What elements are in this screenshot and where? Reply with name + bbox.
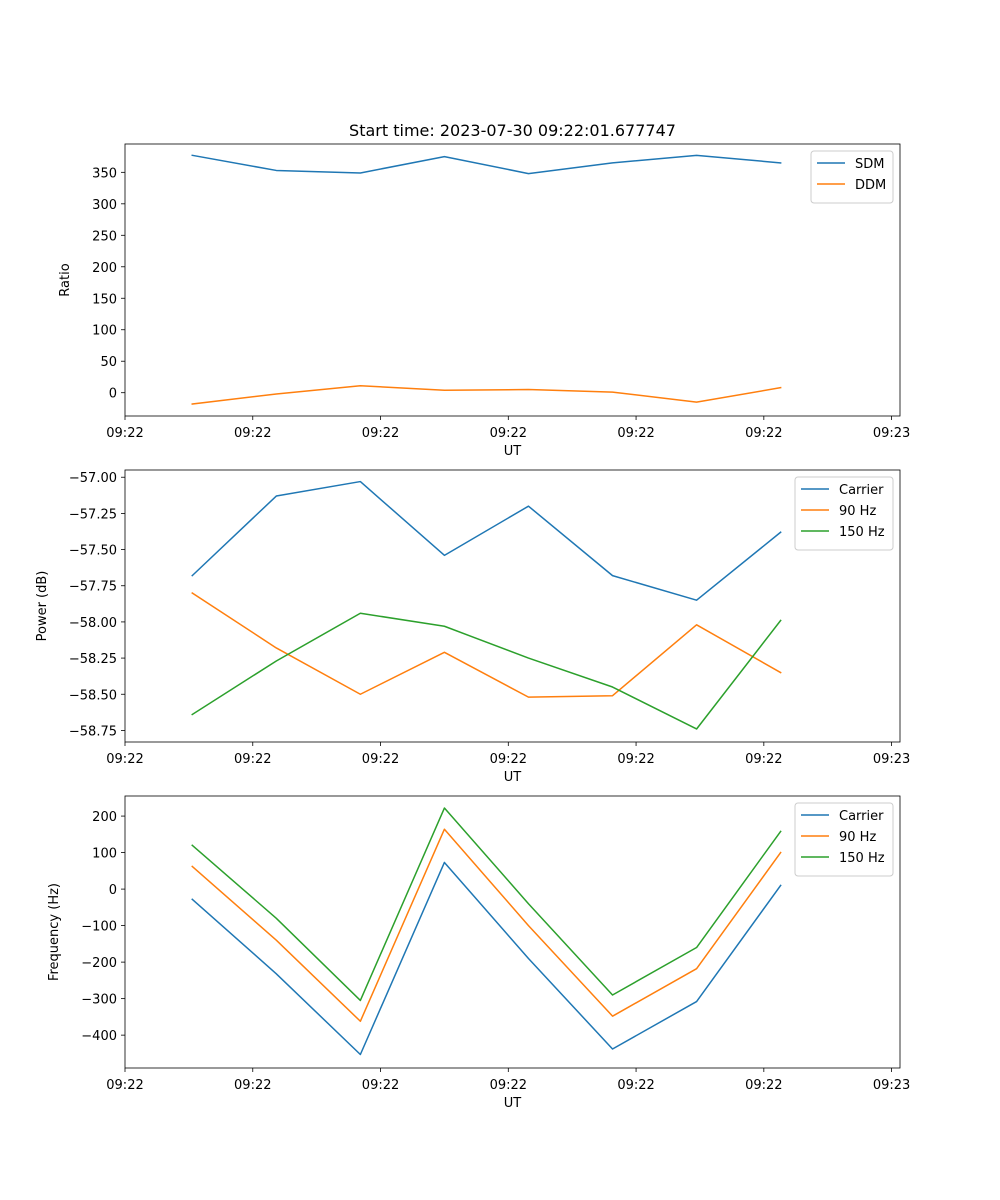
legend-box <box>810 150 894 204</box>
x-tick-label: 09:22 <box>106 426 143 441</box>
x-tick-label: 09:22 <box>234 426 271 441</box>
y-tick-label: 350 <box>92 166 117 181</box>
x-tick-label: 09:22 <box>745 426 782 441</box>
y-tick-label: −100 <box>81 920 117 935</box>
x-axis-label: UT <box>504 770 522 785</box>
chart-panel-1: 09:22 09:22 09:22 09:22 09:22 09:22 09:23 0 50 10… <box>58 121 910 459</box>
x-tick-label: 09:22 <box>745 752 782 767</box>
legend: SDM DDM <box>810 150 894 204</box>
y-tick-label: −58.50 <box>69 688 117 703</box>
legend-entry-label: Carrier <box>839 809 884 824</box>
y-tick-label: 0 <box>109 883 117 898</box>
x-tick-label: 09:23 <box>873 426 910 441</box>
series-line-carrier <box>191 861 782 1056</box>
legend-entry-label: Carrier <box>839 483 884 498</box>
y-tick-label: −400 <box>81 1029 117 1044</box>
y-tick-label: −57.75 <box>69 580 117 595</box>
legend-entry-label: 90 Hz <box>839 504 876 519</box>
x-tick-label: 09:22 <box>362 1078 399 1093</box>
x-axis-label: UT <box>504 444 522 459</box>
x-tick-label: 09:22 <box>362 426 399 441</box>
y-tick-label: 100 <box>92 324 117 339</box>
y-axis-label: Ratio <box>58 263 73 296</box>
y-tick-label: 150 <box>92 292 117 307</box>
legend: Carrier 90 Hz 150 Hz <box>794 476 894 551</box>
legend-entry-label: 150 Hz <box>839 525 885 540</box>
x-tick-label: 09:22 <box>490 426 527 441</box>
legend: Carrier 90 Hz 150 Hz <box>794 802 894 877</box>
y-tick-label: −58.25 <box>69 652 117 667</box>
legend-entry-label: SDM <box>855 157 884 172</box>
x-tick-label: 09:22 <box>106 752 143 767</box>
y-tick-label: −57.50 <box>69 544 117 559</box>
chart-panel-3: 09:22 09:22 09:22 09:22 09:22 09:22 09:23 −400 −… <box>47 795 910 1111</box>
axes-frame <box>124 795 901 1069</box>
x-tick-label: 09:22 <box>617 426 654 441</box>
x-axis-label: UT <box>504 1096 522 1111</box>
legend-entry-label: 90 Hz <box>839 830 876 845</box>
x-tick-label: 09:22 <box>106 1078 143 1093</box>
y-tick-label: −57.00 <box>69 471 117 486</box>
x-tick-label: 09:23 <box>873 752 910 767</box>
chart-title: Start time: 2023-07-30 09:22:01.677747 <box>349 121 676 140</box>
series-line-90-hz <box>191 591 782 698</box>
y-axis-label: Power (dB) <box>35 571 50 642</box>
axes-frame <box>124 469 901 743</box>
x-tick-label: 09:22 <box>490 752 527 767</box>
chart-panel-2: 09:22 09:22 09:22 09:22 09:22 09:22 09:23 −58.7… <box>35 469 910 785</box>
y-tick-label: 100 <box>92 847 117 862</box>
series-line-150-hz <box>191 807 782 1002</box>
axes-frame <box>124 143 901 417</box>
y-axis-label: Frequency (Hz) <box>47 883 62 981</box>
y-tick-label: 250 <box>92 229 117 244</box>
y-tick-label: 200 <box>92 810 117 825</box>
y-tick-label: −57.25 <box>69 507 117 522</box>
series-line-ddm <box>191 385 782 405</box>
y-tick-label: 0 <box>109 387 117 402</box>
x-tick-label: 09:22 <box>617 1078 654 1093</box>
x-tick-label: 09:22 <box>234 752 271 767</box>
x-tick-label: 09:23 <box>873 1078 910 1093</box>
x-tick-label: 09:22 <box>362 752 399 767</box>
x-tick-label: 09:22 <box>234 1078 271 1093</box>
legend-entry-label: DDM <box>855 178 886 193</box>
x-tick-label: 09:22 <box>745 1078 782 1093</box>
series-line-carrier <box>191 480 782 601</box>
x-tick-label: 09:22 <box>617 752 654 767</box>
y-tick-label: −58.00 <box>69 616 117 631</box>
y-tick-label: 200 <box>92 261 117 276</box>
y-tick-label: −300 <box>81 993 117 1008</box>
x-tick-label: 09:22 <box>490 1078 527 1093</box>
y-tick-label: 50 <box>100 355 117 370</box>
legend-entry-label: 150 Hz <box>839 851 885 866</box>
y-tick-label: −58.75 <box>69 724 117 739</box>
series-line-150-hz <box>191 612 782 730</box>
y-tick-label: 300 <box>92 198 117 213</box>
series-line-sdm <box>191 154 782 175</box>
series-line-90-hz <box>191 828 782 1023</box>
y-tick-label: −200 <box>81 956 117 971</box>
